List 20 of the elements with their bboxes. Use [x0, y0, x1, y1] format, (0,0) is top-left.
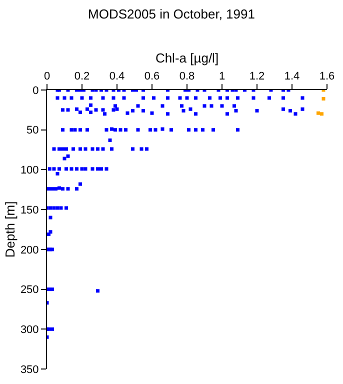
y-tick-label: 200	[20, 244, 39, 256]
x-tick-label: 1	[218, 70, 226, 83]
y-tick-label: 250	[20, 284, 39, 296]
x-tick-label: 0.4	[109, 70, 125, 83]
x-tick-label: 0	[44, 70, 50, 83]
chart-title: MODS2005 in October, 1991	[88, 6, 255, 22]
y-tick-label: 0	[32, 84, 39, 97]
x-tick-label: 1.4	[284, 70, 300, 83]
x-tick-label: 0.8	[179, 70, 195, 83]
x-tick-label: 1.2	[249, 70, 265, 83]
x-tick-label: 0.6	[144, 70, 160, 83]
y-tick-label: 50	[26, 124, 39, 137]
y-tick-label: 350	[20, 364, 39, 376]
x-tick-label: 0.2	[74, 70, 90, 83]
x-tick-label: 1.6	[319, 70, 335, 83]
y-tick-label: 100	[20, 164, 39, 177]
x-axis-title: Chl-a [µg/l]	[155, 50, 219, 66]
y-axis-title: Depth [m]	[2, 201, 18, 258]
y-tick-label: 300	[20, 324, 39, 336]
y-tick-label: 150	[20, 204, 39, 216]
